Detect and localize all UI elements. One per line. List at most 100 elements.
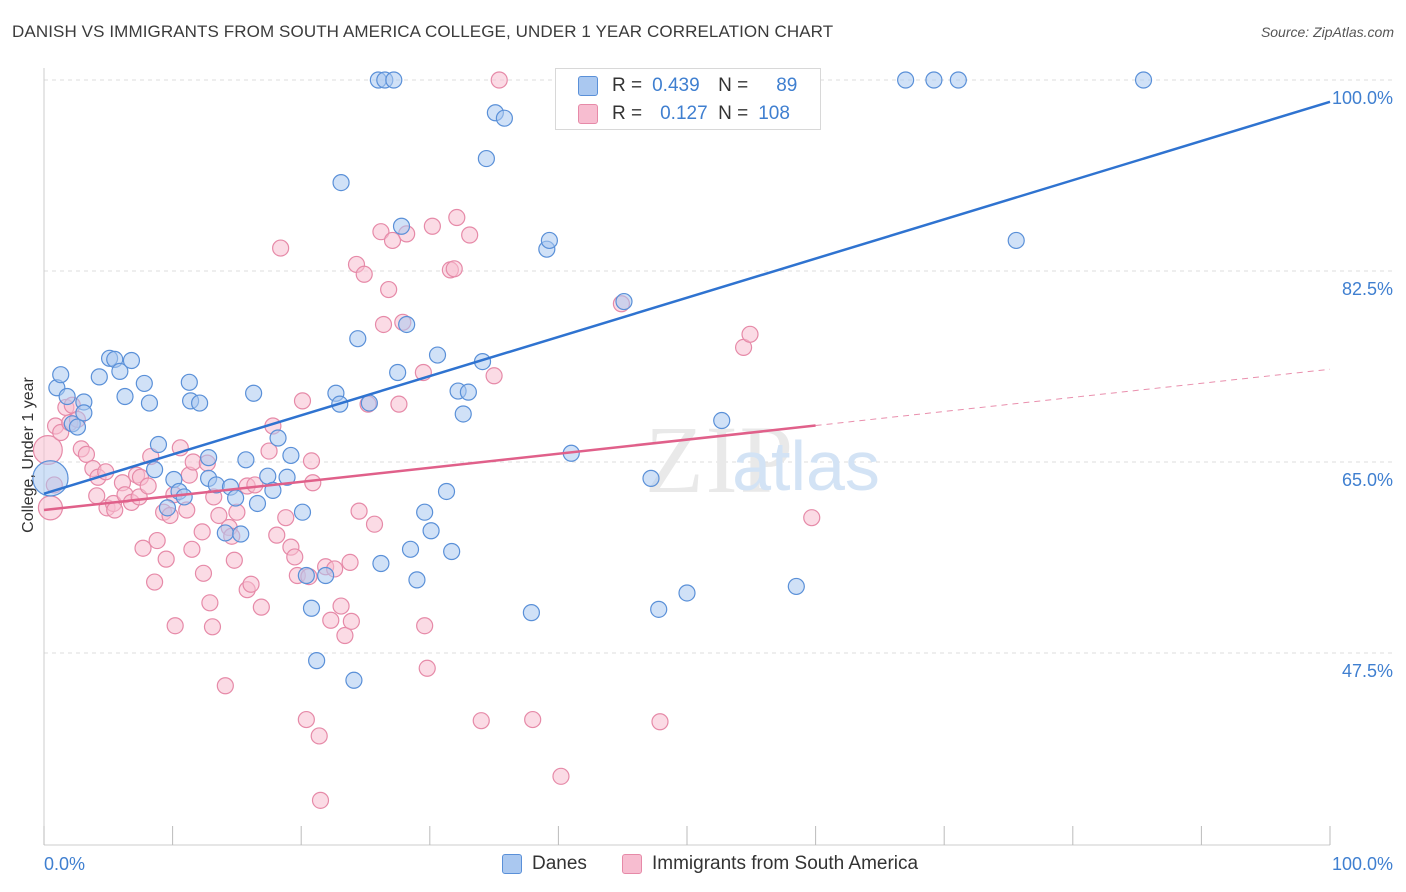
x-tick-label-min: 0.0% <box>44 854 85 874</box>
danes-point <box>332 173 350 192</box>
r-label: R = <box>612 75 643 96</box>
danes-points <box>32 71 1153 689</box>
danes-trend-line <box>43 100 1331 495</box>
immigrants-point <box>225 551 243 569</box>
danes-point <box>302 599 321 617</box>
immigrants-point <box>277 509 295 527</box>
danes-point <box>349 330 367 348</box>
stats-legend: R = 0.439 N = 89 R = 0.127 N = 108 <box>555 68 821 130</box>
danes-point <box>278 468 296 486</box>
immigrants-point <box>193 523 211 541</box>
immigrants-points <box>32 71 821 809</box>
danes-point <box>925 71 943 89</box>
immigrants-point <box>183 540 201 558</box>
danes-point <box>949 71 967 89</box>
danes-point <box>140 394 159 412</box>
immigrants-point <box>350 502 368 520</box>
immigrants-point <box>342 612 360 630</box>
danes-point <box>428 346 447 364</box>
danes-point <box>158 499 177 517</box>
immigrants-point <box>365 515 384 533</box>
danes-point <box>75 404 93 422</box>
r-value: 0.439 <box>652 75 700 96</box>
immigrants-point <box>380 280 398 299</box>
immigrants-point <box>252 598 270 616</box>
immigrants-point <box>286 548 304 566</box>
immigrants-point <box>311 791 330 809</box>
immigrants-point <box>272 239 290 257</box>
y-tick-label: 100.0% <box>1332 88 1393 108</box>
immigrants-point <box>332 597 350 615</box>
immigrants-point <box>210 506 228 525</box>
danes-point <box>122 351 141 370</box>
immigrants-point <box>201 594 219 612</box>
source-credit: Source: ZipAtlas.com <box>1260 24 1394 40</box>
immigrants-point <box>322 611 340 629</box>
immigrants-point <box>383 231 402 250</box>
immigrants-point <box>461 226 479 244</box>
danes-point <box>191 394 209 412</box>
danes-point <box>401 540 420 558</box>
immigrants-point <box>166 617 184 635</box>
watermark-atlas: atlas <box>732 427 880 505</box>
danes-point <box>90 368 108 386</box>
danes-point <box>454 405 472 423</box>
danes-point <box>443 542 461 561</box>
danes-point <box>398 315 416 334</box>
danes-point <box>175 488 193 506</box>
danes-point <box>308 652 326 670</box>
immigrants-point <box>418 659 436 677</box>
immigrants-point <box>260 442 278 460</box>
immigrants-point <box>423 217 441 235</box>
danes-legend-swatch <box>502 854 522 874</box>
y-tick-label: 65.0% <box>1342 470 1393 490</box>
danes-point <box>293 503 312 521</box>
legend-label-immigrants: Immigrants from South America <box>652 853 919 874</box>
immigrants-point <box>228 503 246 521</box>
immigrants-point <box>490 71 508 89</box>
danes-point <box>1007 231 1025 250</box>
x-tick-label-max: 100.0% <box>1332 854 1393 874</box>
danes-point <box>1134 71 1153 89</box>
immigrants-trend-line <box>43 424 816 512</box>
danes-point <box>787 577 805 596</box>
danes-point <box>245 384 263 402</box>
danes-point <box>111 362 129 381</box>
danes-point <box>650 600 668 618</box>
danes-point <box>52 366 70 384</box>
immigrants-point <box>741 325 759 343</box>
legend-item-immigrants[interactable]: Immigrants from South America <box>622 851 918 877</box>
danes-point <box>68 418 87 436</box>
immigrants-point <box>485 367 503 385</box>
immigrants-point <box>148 531 166 550</box>
immigrants-point <box>448 208 466 227</box>
legend-label-danes: Danes <box>532 853 587 874</box>
danes-point <box>32 460 69 497</box>
danes-point <box>495 109 513 127</box>
r-label: R = <box>612 103 643 124</box>
grid-lines <box>44 79 1395 654</box>
immigrants-point <box>184 453 202 471</box>
danes-point <box>459 383 477 401</box>
n-value: 89 <box>776 75 798 96</box>
danes-point <box>897 71 915 89</box>
danes-point <box>615 292 633 311</box>
danes-point <box>416 503 434 521</box>
immigrants-point <box>139 477 157 495</box>
immigrants-point <box>416 617 434 635</box>
immigrants-trend-line-extension <box>815 368 1331 427</box>
chart-title: DANISH VS IMMIGRANTS FROM SOUTH AMERICA … <box>12 22 834 41</box>
y-tick-label: 47.5% <box>1342 661 1393 681</box>
immigrants-point <box>524 710 542 729</box>
danes-point <box>149 435 168 454</box>
danes-point <box>408 571 426 589</box>
series-legend: Danes Immigrants from South America <box>0 851 1406 879</box>
immigrants-legend-swatch <box>622 854 642 874</box>
danes-point <box>297 566 315 585</box>
danes-point <box>392 217 411 235</box>
legend-item-danes[interactable]: Danes <box>502 851 587 877</box>
danes-swatch <box>578 76 598 96</box>
danes-point <box>477 149 495 168</box>
immigrants-point <box>372 223 390 241</box>
